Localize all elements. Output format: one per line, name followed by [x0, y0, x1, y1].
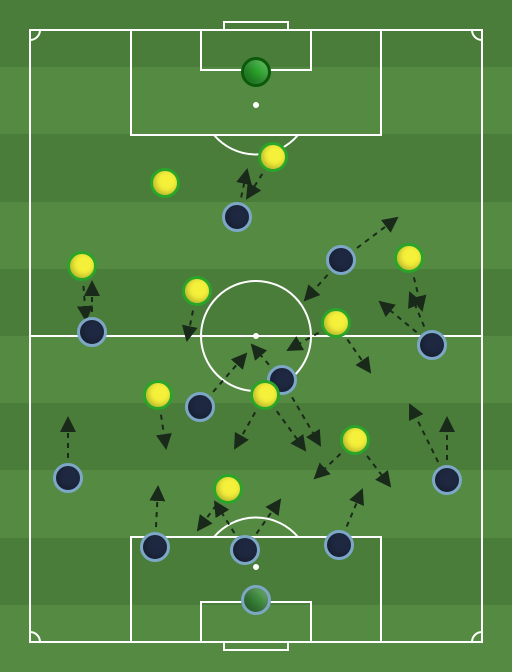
yellow-player: [150, 168, 180, 198]
navy-player: [53, 463, 83, 493]
navy-player: [222, 202, 252, 232]
navy-player: [432, 465, 462, 495]
yellow-player: [213, 474, 243, 504]
yellow-player: [340, 425, 370, 455]
navy-player: [417, 330, 447, 360]
yellow-player: [67, 251, 97, 281]
yellow-player: [258, 142, 288, 172]
navy-player-gk: [241, 585, 271, 615]
navy-player: [140, 532, 170, 562]
yellow-player: [394, 243, 424, 273]
navy-player: [77, 317, 107, 347]
yellow-player: [321, 308, 351, 338]
yellow-player: [143, 380, 173, 410]
navy-player: [230, 535, 260, 565]
yellow-player: [250, 380, 280, 410]
navy-player: [185, 392, 215, 422]
yellow-player-gk: [241, 57, 271, 87]
yellow-player: [182, 276, 212, 306]
football-pitch: [0, 0, 512, 672]
navy-player: [324, 530, 354, 560]
navy-player: [326, 245, 356, 275]
